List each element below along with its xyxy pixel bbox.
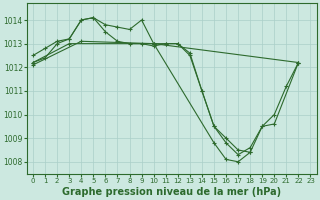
X-axis label: Graphe pression niveau de la mer (hPa): Graphe pression niveau de la mer (hPa) <box>62 187 281 197</box>
